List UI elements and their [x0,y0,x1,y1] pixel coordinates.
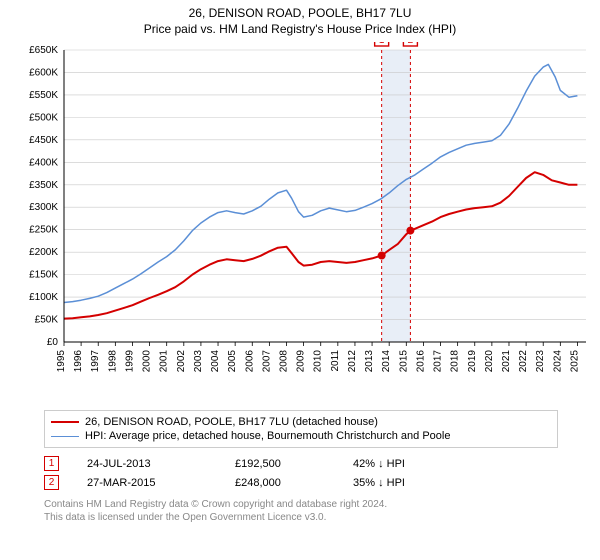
svg-text:£550K: £550K [29,90,58,101]
legend-swatch-hpi [51,436,79,437]
svg-text:£0: £0 [47,337,59,348]
svg-text:2006: 2006 [244,350,255,373]
svg-text:2025: 2025 [569,350,580,373]
svg-text:2016: 2016 [415,350,426,373]
svg-text:£100K: £100K [29,292,58,303]
svg-text:2022: 2022 [518,350,529,373]
svg-text:2024: 2024 [552,350,563,373]
svg-text:2018: 2018 [450,350,461,373]
svg-text:2004: 2004 [210,350,221,373]
svg-text:£600K: £600K [29,67,58,78]
svg-text:2005: 2005 [227,350,238,373]
sale-row-2: 2 27-MAR-2015 £248,000 35% ↓ HPI [44,473,558,492]
svg-text:2012: 2012 [347,350,358,373]
sale-marker-2: 2 [44,475,59,490]
svg-text:2023: 2023 [535,350,546,373]
legend-label-hpi: HPI: Average price, detached house, Bour… [85,430,450,442]
svg-text:1995: 1995 [56,350,67,373]
svg-text:£650K: £650K [29,45,58,56]
sale-date-2: 27-MAR-2015 [87,477,207,489]
legend-label-property: 26, DENISON ROAD, POOLE, BH17 7LU (detac… [85,416,378,428]
svg-text:2009: 2009 [296,350,307,373]
sale-price-2: £248,000 [235,477,325,489]
svg-text:2008: 2008 [278,350,289,373]
sale-delta-2: 35% ↓ HPI [353,477,463,489]
svg-text:£50K: £50K [35,315,59,326]
svg-text:2011: 2011 [330,350,341,372]
svg-text:£350K: £350K [29,180,58,191]
svg-text:£250K: £250K [29,225,58,236]
svg-text:1997: 1997 [90,350,101,373]
title-subtitle: Price paid vs. HM Land Registry's House … [8,22,592,36]
svg-text:2014: 2014 [381,350,392,373]
svg-text:£450K: £450K [29,135,58,146]
sales-table: 1 24-JUL-2013 £192,500 42% ↓ HPI 2 27-MA… [44,454,558,492]
svg-text:2010: 2010 [313,350,324,373]
svg-text:2019: 2019 [467,350,478,373]
svg-text:2021: 2021 [501,350,512,373]
svg-text:£150K: £150K [29,270,58,281]
footnote-line1: Contains HM Land Registry data © Crown c… [44,498,592,511]
legend: 26, DENISON ROAD, POOLE, BH17 7LU (detac… [44,410,558,448]
svg-text:2003: 2003 [193,350,204,373]
svg-text:1996: 1996 [73,350,84,373]
svg-text:2017: 2017 [433,350,444,373]
sale-date-1: 24-JUL-2013 [87,458,207,470]
svg-text:£300K: £300K [29,202,58,213]
sale-marker-1: 1 [44,456,59,471]
svg-text:2007: 2007 [261,350,272,373]
title-address: 26, DENISON ROAD, POOLE, BH17 7LU [8,6,592,20]
chart-svg: £0 £50K £100K £150K £200K £250K £300K £350K £400… [8,42,592,402]
svg-text:2015: 2015 [398,350,409,373]
svg-text:2020: 2020 [484,350,495,373]
sale-row-1: 1 24-JUL-2013 £192,500 42% ↓ HPI [44,454,558,473]
sale-delta-1: 42% ↓ HPI [353,458,463,470]
svg-text:2013: 2013 [364,350,375,373]
svg-text:2: 2 [408,42,414,46]
price-chart: £0 £50K £100K £150K £200K £250K £300K £350K £400… [8,42,592,402]
legend-item-property: 26, DENISON ROAD, POOLE, BH17 7LU (detac… [51,415,551,429]
svg-text:£500K: £500K [29,112,58,123]
legend-swatch-property [51,421,79,423]
svg-text:£400K: £400K [29,157,58,168]
legend-item-hpi: HPI: Average price, detached house, Bour… [51,429,551,443]
svg-text:2000: 2000 [142,350,153,373]
svg-text:1999: 1999 [124,350,135,373]
svg-text:1998: 1998 [107,350,118,373]
footnote-line2: This data is licensed under the Open Gov… [44,511,592,524]
footnote: Contains HM Land Registry data © Crown c… [44,498,592,524]
chart-title-block: 26, DENISON ROAD, POOLE, BH17 7LU Price … [8,6,592,36]
svg-text:2002: 2002 [176,350,187,373]
svg-text:2001: 2001 [159,350,170,373]
sale-price-1: £192,500 [235,458,325,470]
svg-text:1: 1 [379,42,385,46]
svg-text:£200K: £200K [29,247,58,258]
